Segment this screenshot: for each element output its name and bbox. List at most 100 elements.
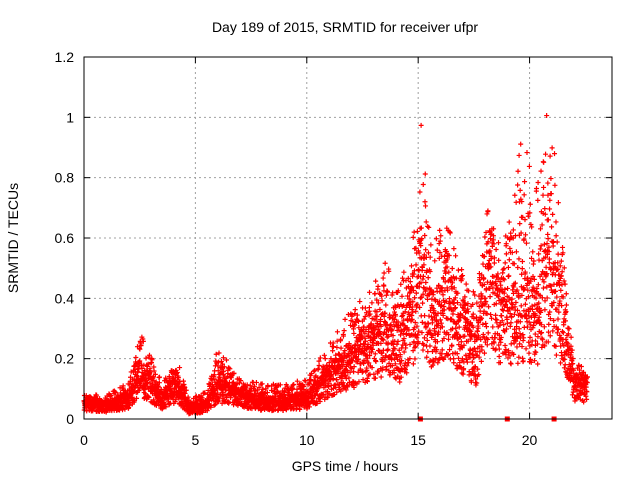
data-point [350,318,356,324]
data-point [468,320,474,326]
data-point [404,331,410,337]
data-point [424,267,430,273]
data-point [432,326,438,332]
data-point [465,306,471,312]
data-point [507,323,513,329]
data-point [332,382,338,388]
data-point [438,320,444,326]
data-point [487,236,493,242]
data-point [400,275,406,281]
data-point [412,295,418,301]
data-point [543,254,549,260]
data-point [560,330,566,336]
data-point [120,383,126,389]
data-point [545,192,551,198]
data-point [352,307,358,313]
data-point [431,289,437,295]
data-point [530,273,536,279]
data-point [410,288,416,294]
data-point [535,282,541,288]
data-point [459,267,465,273]
data-point [473,376,479,382]
data-point [470,324,476,330]
data-point [325,389,331,395]
data-point [517,187,523,193]
data-point [354,312,360,318]
data-point [567,373,573,379]
data-point [526,339,532,345]
data-point [378,316,384,322]
data-point [425,250,431,256]
data-point [383,302,389,308]
data-point [560,250,566,256]
data-point [546,321,552,327]
data-point [479,293,485,299]
data-point [436,283,442,289]
data-point [432,258,438,264]
data-point [518,230,524,236]
data-point [542,307,548,313]
data-point [412,356,418,362]
data-point [199,395,205,401]
data-point [375,300,381,306]
data-point [361,316,367,322]
data-point [481,275,487,281]
data-point [414,323,420,329]
data-point [511,351,517,357]
data-point [200,409,206,415]
data-point [544,271,550,277]
data-point [221,364,227,370]
data-point [470,301,476,307]
data-point [552,288,558,294]
data-point [549,303,555,309]
data-point [565,351,571,357]
data-point [471,368,477,374]
data-point [480,321,486,327]
data-point [558,273,564,279]
data-point [503,302,509,308]
data-point [291,381,297,387]
data-point [397,361,403,367]
data-point [409,304,415,310]
data-point [420,181,426,187]
data-point [424,286,430,292]
data-point [425,321,431,327]
data-point [335,369,341,375]
data-point [558,258,564,264]
data-point [531,287,537,293]
data-point [542,206,548,212]
data-point [539,337,545,343]
data-point [446,336,452,342]
data-point [565,331,571,337]
data-point [540,192,546,198]
data-point [215,368,221,374]
data-point [461,342,467,348]
data-point [447,230,453,236]
data-point [460,371,466,377]
data-point [456,324,462,330]
data-point [537,246,543,252]
data-point [301,383,307,389]
data-point [373,317,379,323]
data-point [545,180,551,186]
data-point [418,225,424,231]
data-point [541,184,547,190]
data-point [427,330,433,336]
data-point [493,283,499,289]
data-point [491,274,497,280]
data-point [251,383,257,389]
data-point [420,291,426,297]
data-point [549,145,555,151]
data-point [208,404,214,410]
data-point [542,211,548,217]
data-point [422,233,428,239]
data-point [554,306,560,312]
data-point [392,316,398,322]
data-point [527,201,533,207]
data-point [566,326,572,332]
data-point [443,270,449,276]
data-point [553,352,559,358]
data-point [442,279,448,285]
data-point [349,312,355,318]
data-point [410,348,416,354]
